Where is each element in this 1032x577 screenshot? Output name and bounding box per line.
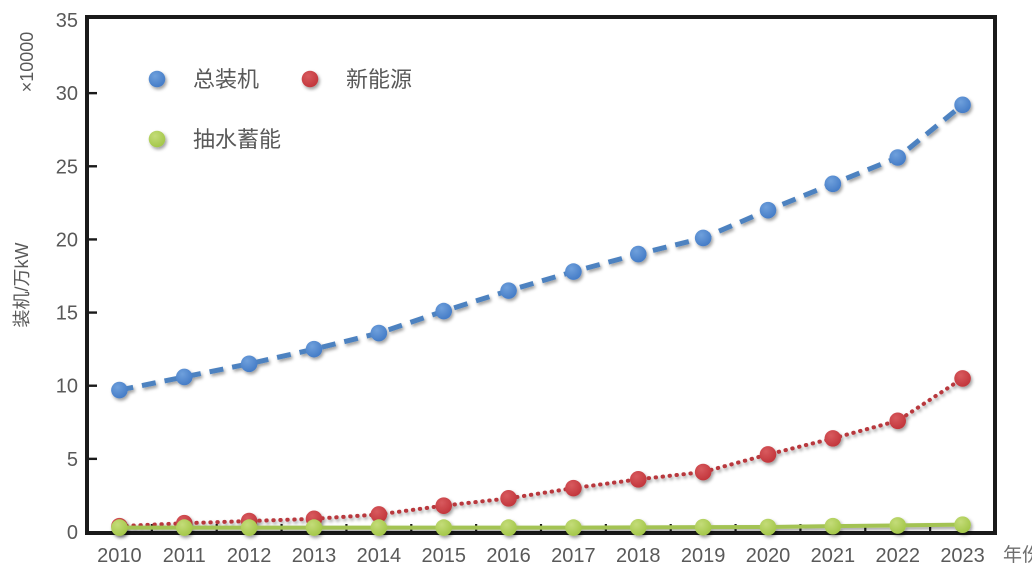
data-point	[824, 430, 842, 447]
x-tick-label: 2010	[97, 545, 142, 567]
legend-item-0: 总装机	[131, 67, 259, 92]
data-point	[565, 263, 582, 280]
data-point	[694, 229, 712, 247]
legend-item-1: 新能源	[282, 67, 412, 92]
x-tick-label: 2015	[421, 545, 466, 567]
data-point	[694, 463, 712, 481]
data-point	[824, 175, 842, 193]
data-point	[889, 149, 907, 166]
x-tick-label: 2013	[292, 545, 337, 567]
plot-border	[85, 15, 997, 535]
data-point	[954, 370, 971, 387]
legend-label: 新能源	[346, 67, 412, 92]
legend-label: 抽水蓄能	[193, 127, 281, 152]
y-tick-label: 35	[56, 10, 78, 32]
x-tick-label: 2022	[875, 545, 920, 567]
x-tick-label: 2023	[940, 545, 985, 567]
data-point	[889, 412, 907, 430]
data-point	[500, 282, 517, 299]
data-point	[500, 490, 517, 507]
x-tick-label: 2016	[486, 545, 531, 567]
data-point	[370, 324, 388, 342]
y-tick-label: 15	[56, 303, 78, 325]
data-point	[500, 519, 517, 536]
data-point	[370, 519, 388, 536]
data-point	[954, 516, 971, 533]
y-tick-label: 30	[56, 83, 78, 105]
legend-marker	[148, 70, 166, 88]
data-point	[240, 355, 258, 373]
data-point	[435, 519, 453, 536]
x-tick-label: 2019	[681, 545, 726, 567]
series-1	[111, 370, 971, 535]
data-point	[565, 519, 582, 536]
data-point	[370, 506, 388, 523]
series-0	[111, 96, 971, 399]
legend-marker	[301, 70, 319, 88]
y-tick-label: 10	[56, 376, 78, 398]
data-point	[629, 245, 647, 263]
x-tick-label: 2017	[551, 545, 596, 567]
series-2-line	[117, 522, 965, 530]
data-point	[759, 201, 777, 219]
y-tick-label: 20	[56, 229, 78, 251]
legend-marker	[148, 130, 166, 148]
legend-label: 总装机	[193, 67, 259, 92]
data-point	[629, 519, 647, 536]
data-point	[175, 519, 193, 536]
data-point	[305, 519, 323, 536]
x-tick-label: 2021	[811, 545, 856, 567]
data-point	[240, 519, 258, 536]
data-point	[889, 517, 907, 534]
data-point	[954, 96, 971, 114]
series-1-line	[117, 376, 965, 529]
series-2	[111, 516, 971, 536]
data-point	[824, 517, 842, 535]
y-tick-label: 5	[67, 449, 78, 471]
y-tick-label: 25	[56, 156, 78, 178]
x-tick-label: 2018	[616, 545, 661, 567]
x-tick-label: 2012	[227, 545, 272, 567]
y-tick-label: 0	[67, 522, 78, 544]
data-point	[435, 497, 453, 514]
data-point	[629, 471, 647, 488]
legend-item-2: 抽水蓄能	[129, 127, 281, 152]
x-tick-label: 2014	[357, 545, 402, 567]
y-axis-title: 装机/万kW	[12, 242, 32, 327]
data-point	[175, 368, 193, 386]
data-point	[305, 340, 323, 358]
series-0-line	[118, 102, 965, 393]
data-point	[759, 518, 777, 536]
data-point	[111, 519, 128, 536]
y-axis-multiplier-label: ×10000	[17, 32, 37, 93]
data-point	[565, 479, 582, 497]
x-tick-label: 2020	[746, 545, 791, 567]
data-point	[435, 302, 453, 320]
x-axis-title: 年份	[1003, 544, 1032, 566]
data-point	[111, 381, 128, 399]
data-point	[759, 446, 777, 463]
x-tick-label: 2011	[163, 545, 206, 567]
data-point	[694, 518, 712, 536]
